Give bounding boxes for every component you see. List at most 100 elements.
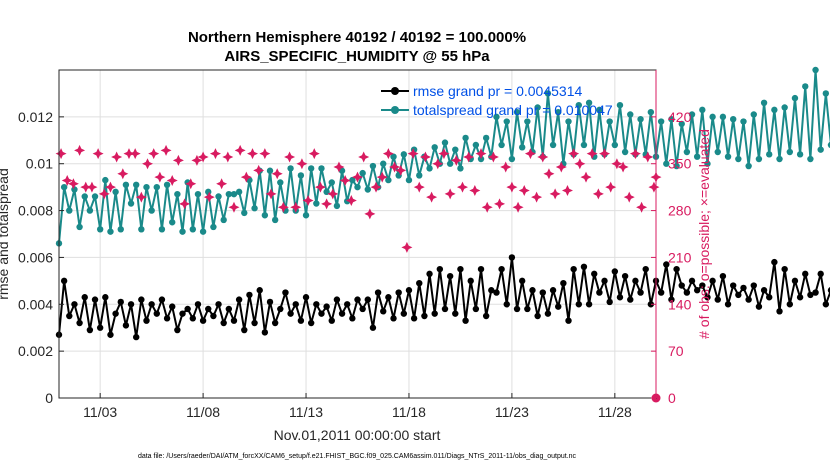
- rmse-point: [508, 254, 516, 261]
- rmse-point: [215, 301, 222, 308]
- obs-evaluated-marker: [203, 191, 215, 203]
- obs-evaluated-marker: [580, 171, 592, 183]
- rmse-point: [122, 322, 130, 329]
- rmse-point: [719, 272, 727, 280]
- obs-evaluated-marker: [339, 174, 351, 186]
- obs-evaluated-marker: [197, 151, 209, 163]
- rmse-point: [426, 270, 433, 278]
- obs-evaluated-marker: [352, 171, 363, 183]
- obs-evaluated-marker: [209, 148, 221, 160]
- rmse-point: [256, 287, 263, 294]
- rmse-point: [405, 287, 413, 294]
- y-left-tick-label: 0.004: [18, 296, 53, 312]
- obs-evaluated-marker: [370, 181, 382, 193]
- totalspread-point: [781, 104, 788, 111]
- obs-evaluated-marker: [172, 154, 184, 166]
- totalspread-point: [673, 162, 680, 170]
- rmse-point: [246, 291, 253, 299]
- totalspread-point: [297, 172, 305, 179]
- totalspread-point: [544, 90, 552, 97]
- totalspread-point: [796, 151, 804, 158]
- rmse-point: [812, 289, 819, 296]
- x-tick-label: 11/18: [392, 404, 426, 420]
- totalspread-point: [472, 141, 480, 149]
- totalspread-point: [606, 118, 613, 125]
- obs-evaluated-marker: [419, 151, 431, 163]
- totalspread-point: [678, 120, 685, 128]
- totalspread-point: [60, 183, 68, 191]
- rmse-point: [534, 312, 541, 320]
- obs-evaluated-marker: [234, 144, 246, 156]
- obs-evaluated-marker: [142, 158, 154, 170]
- rmse-point: [323, 303, 330, 310]
- y-right-tick-label: 210: [668, 249, 692, 265]
- obs-evaluated-marker: [629, 148, 641, 160]
- rmse-point: [755, 303, 763, 310]
- rmse-point: [441, 305, 449, 313]
- rmse-point: [410, 315, 418, 322]
- rmse-point: [766, 294, 773, 301]
- totalspread-point: [133, 181, 140, 188]
- obs-evaluated-marker: [469, 184, 481, 196]
- obs-evaluated-marker: [382, 148, 394, 160]
- obs-evaluated-marker: [648, 181, 660, 193]
- rmse-point: [575, 301, 582, 308]
- totalspread-point: [261, 212, 269, 219]
- rmse-point: [462, 317, 469, 324]
- chart-title-line-1: Northern Hemisphere 40192 / 40192 = 100.…: [188, 29, 526, 46]
- totalspread-point: [791, 94, 799, 102]
- rmse-point: [287, 310, 294, 317]
- totalspread-point: [709, 113, 716, 121]
- totalspread-point: [807, 155, 814, 163]
- obs-evaluated-marker: [617, 161, 629, 173]
- rmse-point: [452, 310, 459, 317]
- totalspread-point: [596, 106, 603, 114]
- y-left-tick-label: 0.006: [18, 249, 53, 265]
- obs-evaluated-marker: [555, 161, 567, 173]
- totalspread-point: [369, 162, 377, 170]
- obs-evaluated-marker: [333, 161, 345, 173]
- rmse-point: [493, 289, 500, 296]
- x-tick-label: 11/13: [289, 404, 323, 420]
- obs-evaluated-marker: [296, 158, 308, 170]
- obs-evaluated-marker: [574, 158, 586, 170]
- totalspread-point: [138, 226, 145, 233]
- rmse-point: [271, 319, 279, 327]
- obs-evaluated-marker: [506, 181, 518, 193]
- obs-evaluated-marker: [376, 171, 388, 183]
- totalspread-point: [663, 160, 670, 167]
- totalspread-line: [58, 69, 830, 244]
- obs-evaluated-marker: [123, 148, 135, 160]
- y-axis-right-label: # of obs: o=possible; ×=evaluated: [696, 129, 712, 339]
- obs-evaluated-marker: [302, 195, 314, 207]
- totalspread-point: [359, 169, 366, 177]
- totalspread-point: [482, 134, 490, 142]
- obs-evaluated-marker: [61, 174, 73, 186]
- rmse-point: [184, 305, 191, 313]
- rmse-point: [364, 296, 371, 303]
- rmse-point: [133, 333, 140, 341]
- rmse-point: [663, 261, 670, 268]
- rmse-point: [750, 282, 757, 289]
- rmse-point: [354, 296, 361, 303]
- rmse-point: [163, 315, 171, 322]
- totalspread-point: [802, 83, 809, 90]
- rmse-point: [673, 265, 680, 273]
- obs-evaluated-marker: [364, 208, 376, 220]
- rmse-point: [307, 319, 315, 327]
- totalspread-point: [827, 141, 830, 149]
- y-right-tick-label: 140: [668, 296, 692, 312]
- totalspread-point: [446, 160, 454, 167]
- rmse-point: [277, 305, 284, 313]
- rmse-point: [225, 305, 233, 313]
- rmse-point: [148, 301, 155, 308]
- obs-evaluated-marker: [222, 151, 234, 163]
- y-left-tick-label: 0.008: [18, 203, 53, 219]
- rmse-point: [796, 294, 804, 301]
- obs-evaluated-marker: [327, 188, 339, 200]
- rmse-point: [390, 315, 397, 322]
- rmse-point: [333, 296, 341, 303]
- totalspread-point: [287, 165, 294, 172]
- rmse-point: [704, 294, 711, 301]
- obs-evaluated-marker: [642, 151, 654, 163]
